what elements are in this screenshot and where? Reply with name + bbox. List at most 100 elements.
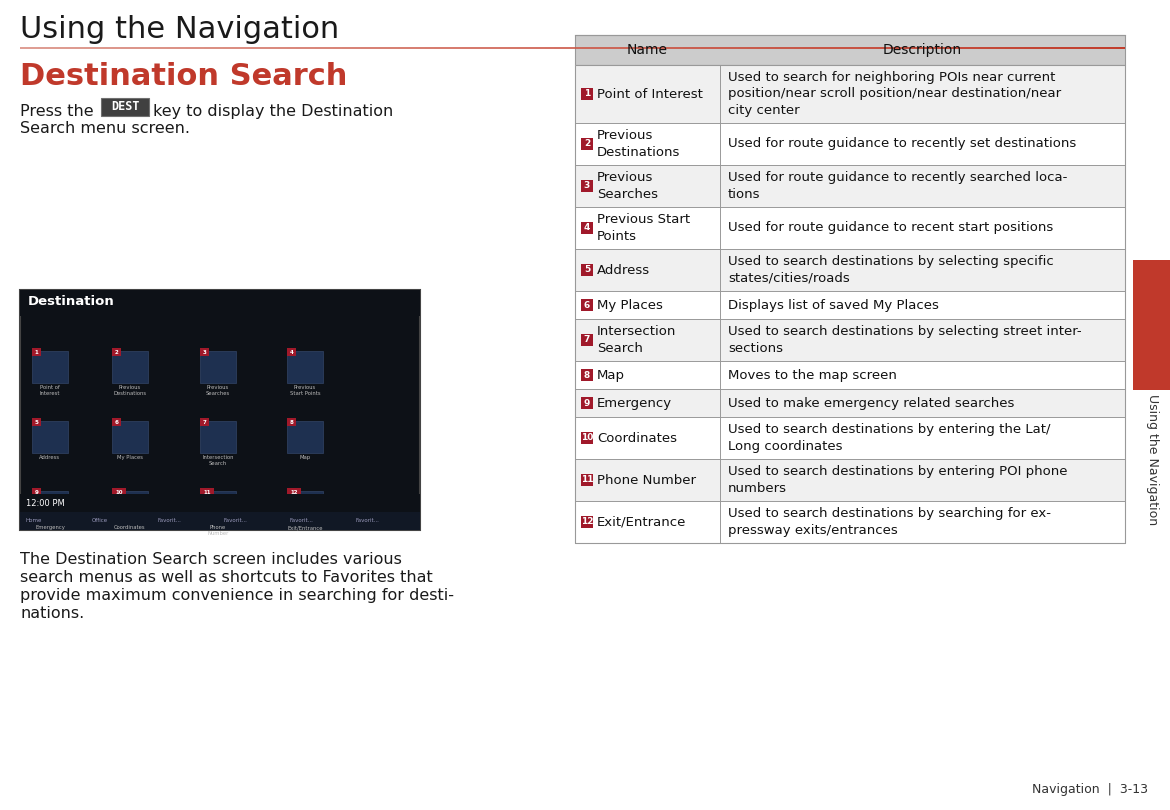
Bar xyxy=(574,319,1126,361)
Bar xyxy=(20,510,420,530)
Text: 2: 2 xyxy=(115,349,118,355)
Text: 1: 1 xyxy=(584,89,590,99)
Bar xyxy=(574,291,1126,319)
Bar xyxy=(581,516,593,528)
Text: The Destination Search screen includes various: The Destination Search screen includes v… xyxy=(20,552,401,567)
Bar xyxy=(574,123,1126,165)
Text: search menus as well as shortcuts to Favorites that: search menus as well as shortcuts to Fav… xyxy=(20,570,433,585)
Text: 2: 2 xyxy=(584,139,590,148)
Bar xyxy=(581,474,593,486)
Text: Previous
Searches: Previous Searches xyxy=(597,171,658,201)
Text: 1: 1 xyxy=(35,349,39,355)
Text: Used to search destinations by selecting specific
states/cities/roads: Used to search destinations by selecting… xyxy=(728,255,1054,285)
Text: 8: 8 xyxy=(584,370,590,380)
Text: 5: 5 xyxy=(35,420,39,424)
Text: Used to search destinations by selecting street inter-
sections: Used to search destinations by selecting… xyxy=(728,326,1081,355)
Text: Point of Interest: Point of Interest xyxy=(597,87,703,100)
Bar xyxy=(574,65,1126,123)
Text: Emergency: Emergency xyxy=(35,525,66,530)
Text: Point of
Interest: Point of Interest xyxy=(40,385,60,396)
Bar xyxy=(112,421,147,453)
Bar xyxy=(581,138,593,150)
Bar xyxy=(32,488,41,496)
Text: Previous
Destinations: Previous Destinations xyxy=(113,385,146,396)
Bar xyxy=(1133,260,1170,390)
Bar xyxy=(287,488,301,496)
Text: 4: 4 xyxy=(289,349,294,355)
Text: 12: 12 xyxy=(290,489,297,494)
Bar xyxy=(574,389,1126,417)
Bar xyxy=(574,65,1126,543)
Text: 8: 8 xyxy=(289,420,294,424)
Bar xyxy=(200,418,209,426)
Text: Phone
Number: Phone Number xyxy=(207,525,228,535)
Bar xyxy=(287,351,323,383)
Text: Used to search for neighboring POIs near current
position/near scroll position/n: Used to search for neighboring POIs near… xyxy=(728,71,1061,117)
Text: Description: Description xyxy=(883,43,962,57)
Bar xyxy=(581,334,593,346)
Text: My Places: My Places xyxy=(117,455,143,460)
Bar xyxy=(20,290,420,530)
Bar xyxy=(200,491,236,523)
Text: 3: 3 xyxy=(202,349,206,355)
Text: key to display the Destination: key to display the Destination xyxy=(153,104,393,119)
Bar xyxy=(581,432,593,444)
Text: 11: 11 xyxy=(204,489,211,494)
Text: Used to search destinations by searching for ex-
pressway exits/entrances: Used to search destinations by searching… xyxy=(728,507,1051,537)
Bar xyxy=(574,501,1126,543)
Text: Moves to the map screen: Moves to the map screen xyxy=(728,369,897,382)
Text: 12:00 PM: 12:00 PM xyxy=(26,498,64,508)
Text: 5: 5 xyxy=(584,266,590,275)
Bar xyxy=(112,488,126,496)
Text: 10: 10 xyxy=(116,489,123,494)
Text: 7: 7 xyxy=(584,335,590,344)
Text: Favorit...: Favorit... xyxy=(356,518,380,522)
Text: Intersection
Search: Intersection Search xyxy=(202,455,234,466)
Bar xyxy=(112,491,147,523)
Bar xyxy=(581,88,593,100)
Bar xyxy=(20,494,420,512)
Text: Destination: Destination xyxy=(28,295,115,308)
Bar xyxy=(32,491,68,523)
Bar xyxy=(287,348,296,356)
Text: Map: Map xyxy=(300,455,310,460)
Bar xyxy=(200,421,236,453)
Bar xyxy=(581,264,593,276)
Text: Destination Search: Destination Search xyxy=(20,62,347,91)
Bar xyxy=(32,421,68,453)
Bar xyxy=(574,249,1126,291)
Text: 10: 10 xyxy=(580,433,593,442)
Text: 9: 9 xyxy=(584,399,590,407)
Text: Coordinates: Coordinates xyxy=(597,432,677,445)
Text: Used for route guidance to recently searched loca-
tions: Used for route guidance to recently sear… xyxy=(728,171,1067,201)
Text: 9: 9 xyxy=(35,489,39,494)
Text: Phone Number: Phone Number xyxy=(597,474,696,487)
Text: Used for route guidance to recently set destinations: Used for route guidance to recently set … xyxy=(728,138,1076,151)
Bar xyxy=(32,351,68,383)
Text: Search menu screen.: Search menu screen. xyxy=(20,121,190,136)
Bar xyxy=(287,421,323,453)
Text: Emergency: Emergency xyxy=(597,397,672,410)
Bar xyxy=(574,35,1126,65)
Bar xyxy=(112,348,121,356)
Text: My Places: My Places xyxy=(597,299,663,312)
Text: Used to search destinations by entering the Lat/
Long coordinates: Used to search destinations by entering … xyxy=(728,424,1051,453)
Bar xyxy=(101,98,149,116)
Bar xyxy=(574,207,1126,249)
Text: 12: 12 xyxy=(580,518,593,526)
Bar xyxy=(581,369,593,381)
Bar xyxy=(200,351,236,383)
Text: Displays list of saved My Places: Displays list of saved My Places xyxy=(728,299,938,312)
Text: Used to search destinations by entering POI phone
numbers: Used to search destinations by entering … xyxy=(728,465,1067,495)
Bar xyxy=(574,361,1126,389)
Bar xyxy=(581,299,593,311)
Text: Home: Home xyxy=(26,518,42,522)
Bar xyxy=(287,418,296,426)
Bar xyxy=(112,351,147,383)
Text: 7: 7 xyxy=(202,420,206,424)
Text: Map: Map xyxy=(597,369,625,382)
Text: Address: Address xyxy=(40,455,61,460)
Text: Previous
Searches: Previous Searches xyxy=(206,385,230,396)
Text: Press the: Press the xyxy=(20,104,94,119)
Text: Used for route guidance to recent start positions: Used for route guidance to recent start … xyxy=(728,221,1053,235)
